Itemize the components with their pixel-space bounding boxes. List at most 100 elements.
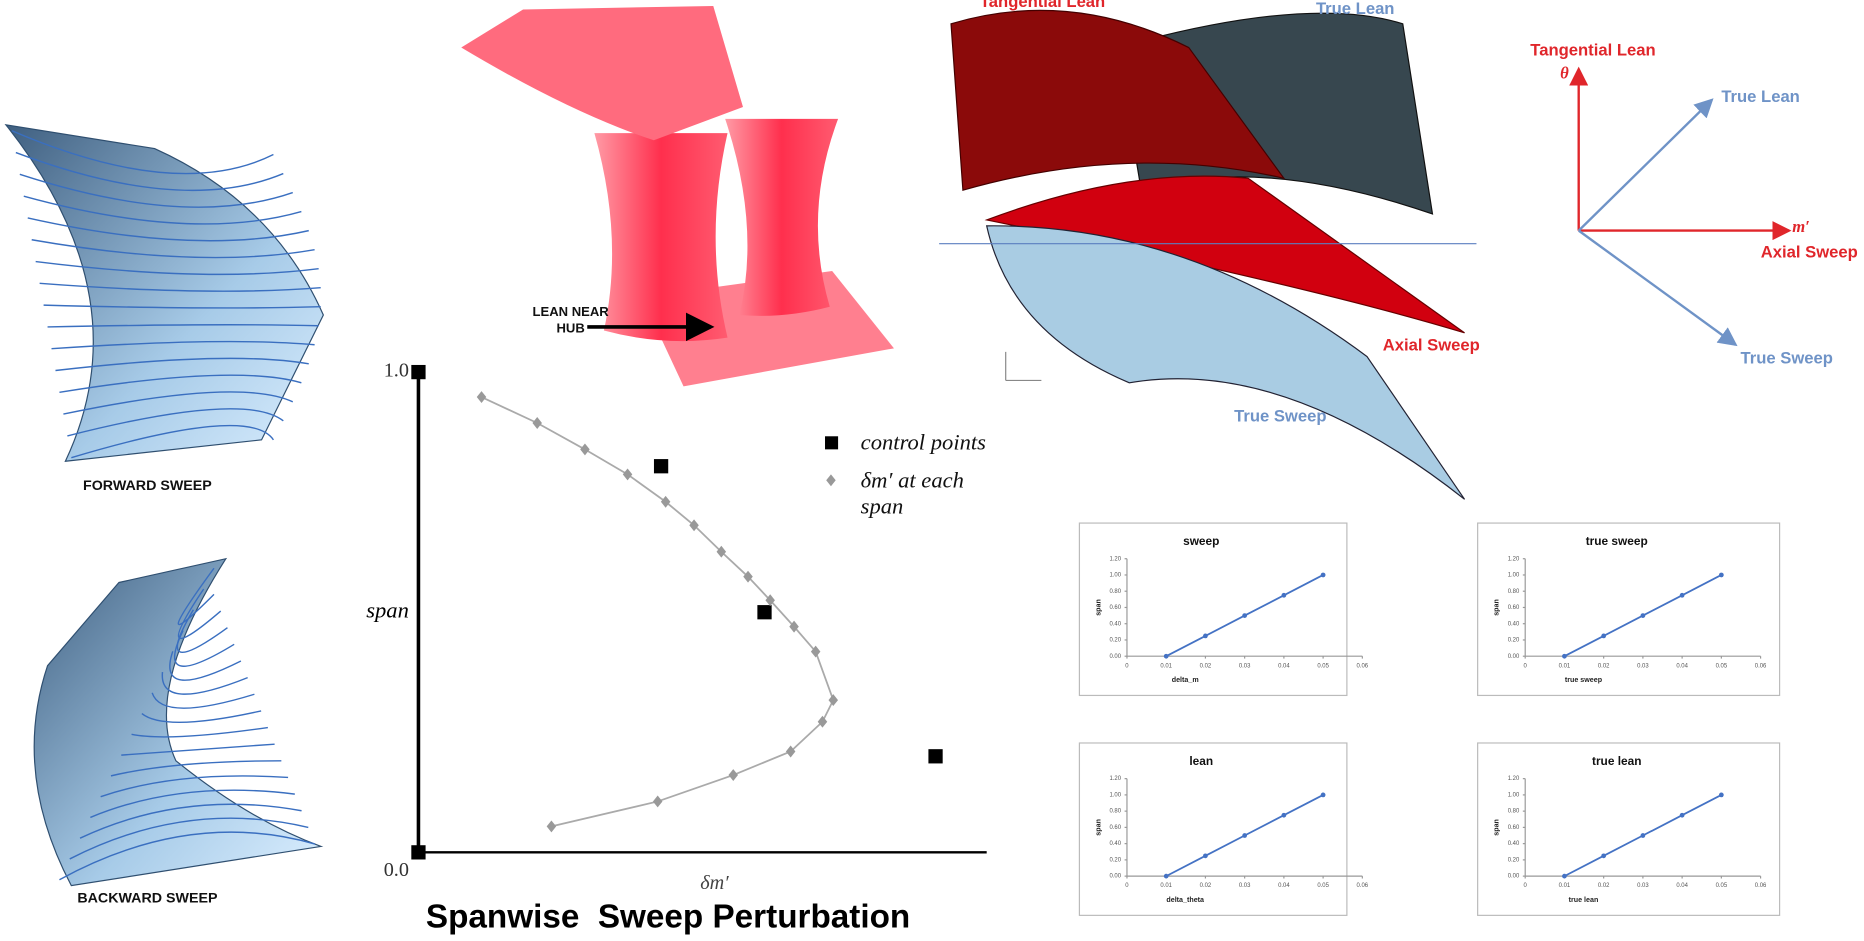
y-tick-label: 1.00: [1508, 573, 1520, 579]
chart-title: Spanwise Sweep Perturbation: [426, 899, 910, 936]
y-tick-label: 0.60: [1109, 605, 1121, 611]
y-tick-label: 0.80: [1109, 809, 1121, 815]
x-tick-label: 0.02: [1200, 883, 1212, 889]
chart-title: sweep: [1183, 534, 1219, 548]
data-point: [1562, 654, 1567, 659]
y-tick-label: 0.60: [1508, 605, 1520, 611]
true-lean-vector: [1579, 100, 1712, 231]
y-tick-label: 0.40: [1508, 841, 1520, 847]
control-point: [411, 365, 425, 379]
y-axis-label: span: [1493, 599, 1501, 616]
diagram-label: Tangential Lean: [1530, 41, 1655, 60]
y-tick-label: 0.20: [1109, 857, 1121, 863]
chart-title: true sweep: [1586, 534, 1648, 548]
control-point: [654, 459, 668, 473]
data-point: [1601, 853, 1606, 858]
data-point: [1242, 613, 1247, 618]
data-point: [1282, 813, 1287, 818]
data-point: [1242, 833, 1247, 838]
x-tick-label: 0.04: [1676, 663, 1688, 669]
y-tick-label: 0.80: [1508, 809, 1520, 815]
data-point: [1680, 593, 1685, 598]
x-tick-label: 0.03: [1637, 663, 1649, 669]
y-tick-label: 0.00: [1109, 874, 1121, 880]
span-point: [661, 496, 671, 508]
x-axis-label: true lean: [1569, 896, 1599, 904]
data-point: [1164, 654, 1169, 659]
y-tick-label: 0.40: [1508, 621, 1520, 627]
diagram-label: Axial Sweep: [1761, 243, 1858, 262]
span-point: [653, 796, 663, 808]
x-tick-label: 0.05: [1716, 883, 1728, 889]
y-tick-label: 0.80: [1508, 589, 1520, 595]
span-point: [829, 694, 839, 706]
hub-note: HUB: [556, 321, 584, 336]
blade-label: True Sweep: [1234, 407, 1326, 426]
y-tick-label: 0.40: [1109, 621, 1121, 627]
true-sweep-vector: [1579, 231, 1736, 345]
data-point: [1164, 874, 1169, 879]
span-point: [623, 468, 633, 480]
legend-label: control points: [861, 430, 998, 456]
span-point: [532, 417, 542, 429]
y-tick-label: 0.80: [1109, 589, 1121, 595]
x-tick-label: 0.03: [1239, 663, 1251, 669]
control-point: [928, 749, 942, 763]
stage: FORWARD SWEEP BACKWARD SWEEP LEAN NEAR H…: [0, 0, 1864, 940]
span-point: [477, 391, 487, 403]
span-point: [580, 443, 590, 455]
x-tick-label: 0.04: [1278, 883, 1290, 889]
x-tick-label: 0.01: [1160, 883, 1172, 889]
data-point: [1641, 833, 1646, 838]
chart-frame: [1478, 523, 1780, 695]
y-tick-label: 1.0: [384, 360, 409, 382]
blade-label: True Lean: [1316, 0, 1395, 18]
data-point: [1719, 793, 1724, 798]
span-point: [728, 769, 738, 781]
data-point: [1203, 634, 1208, 639]
x-tick-label: 0.04: [1278, 663, 1290, 669]
y-tick-label: 0.20: [1109, 638, 1121, 644]
x-tick-label: 0.02: [1598, 883, 1610, 889]
y-tick-label: 0.60: [1109, 825, 1121, 831]
legend-marker: [825, 436, 838, 449]
x-tick-label: 0.05: [1317, 663, 1329, 669]
data-point: [1601, 634, 1606, 639]
legend-marker: [826, 474, 836, 486]
control-point: [757, 605, 771, 619]
diagram-label: m′: [1792, 217, 1810, 236]
y-axis-label: span: [1493, 819, 1501, 836]
hub-note: LEAN NEAR: [533, 304, 610, 319]
y-tick-label: 1.00: [1109, 573, 1121, 579]
blade-stripe: [162, 672, 247, 694]
y-tick-label: 0.00: [1508, 654, 1520, 660]
x-tick-label: 0.05: [1716, 663, 1728, 669]
shroud-plate: [461, 6, 743, 140]
chart-title: lean: [1189, 754, 1213, 768]
x-tick-label: 0.06: [1357, 663, 1369, 669]
y-tick-label: 1.20: [1109, 776, 1121, 782]
y-tick-label: 0.60: [1508, 825, 1520, 831]
y-tick-label: 1.00: [1508, 792, 1520, 798]
y-tick-label: 0.20: [1508, 638, 1520, 644]
y-tick-label: 0.40: [1109, 841, 1121, 847]
chart-frame: [1478, 743, 1780, 915]
chart-title: true lean: [1592, 754, 1641, 768]
x-tick-label: 0.01: [1160, 663, 1172, 669]
y-tick-label: 1.20: [1109, 556, 1121, 562]
y-tick-label: 1.20: [1508, 776, 1520, 782]
y-axis-label: span: [1094, 819, 1102, 836]
x-tick-label: 0.03: [1637, 883, 1649, 889]
data-point: [1321, 793, 1326, 798]
control-point: [411, 845, 425, 859]
data-point: [1203, 853, 1208, 858]
x-tick-label: 0.06: [1357, 883, 1369, 889]
x-tick-label: 0.05: [1317, 883, 1329, 889]
y-tick-label: 0.20: [1508, 857, 1520, 863]
x-axis-label: delta_m: [1172, 676, 1199, 684]
forward-sweep-label: FORWARD SWEEP: [83, 478, 212, 494]
y-axis-label: span: [1094, 599, 1102, 616]
y-tick-label: 0.0: [384, 859, 409, 881]
x-tick-label: 0.01: [1559, 663, 1571, 669]
diagram-label: θ: [1560, 64, 1569, 83]
